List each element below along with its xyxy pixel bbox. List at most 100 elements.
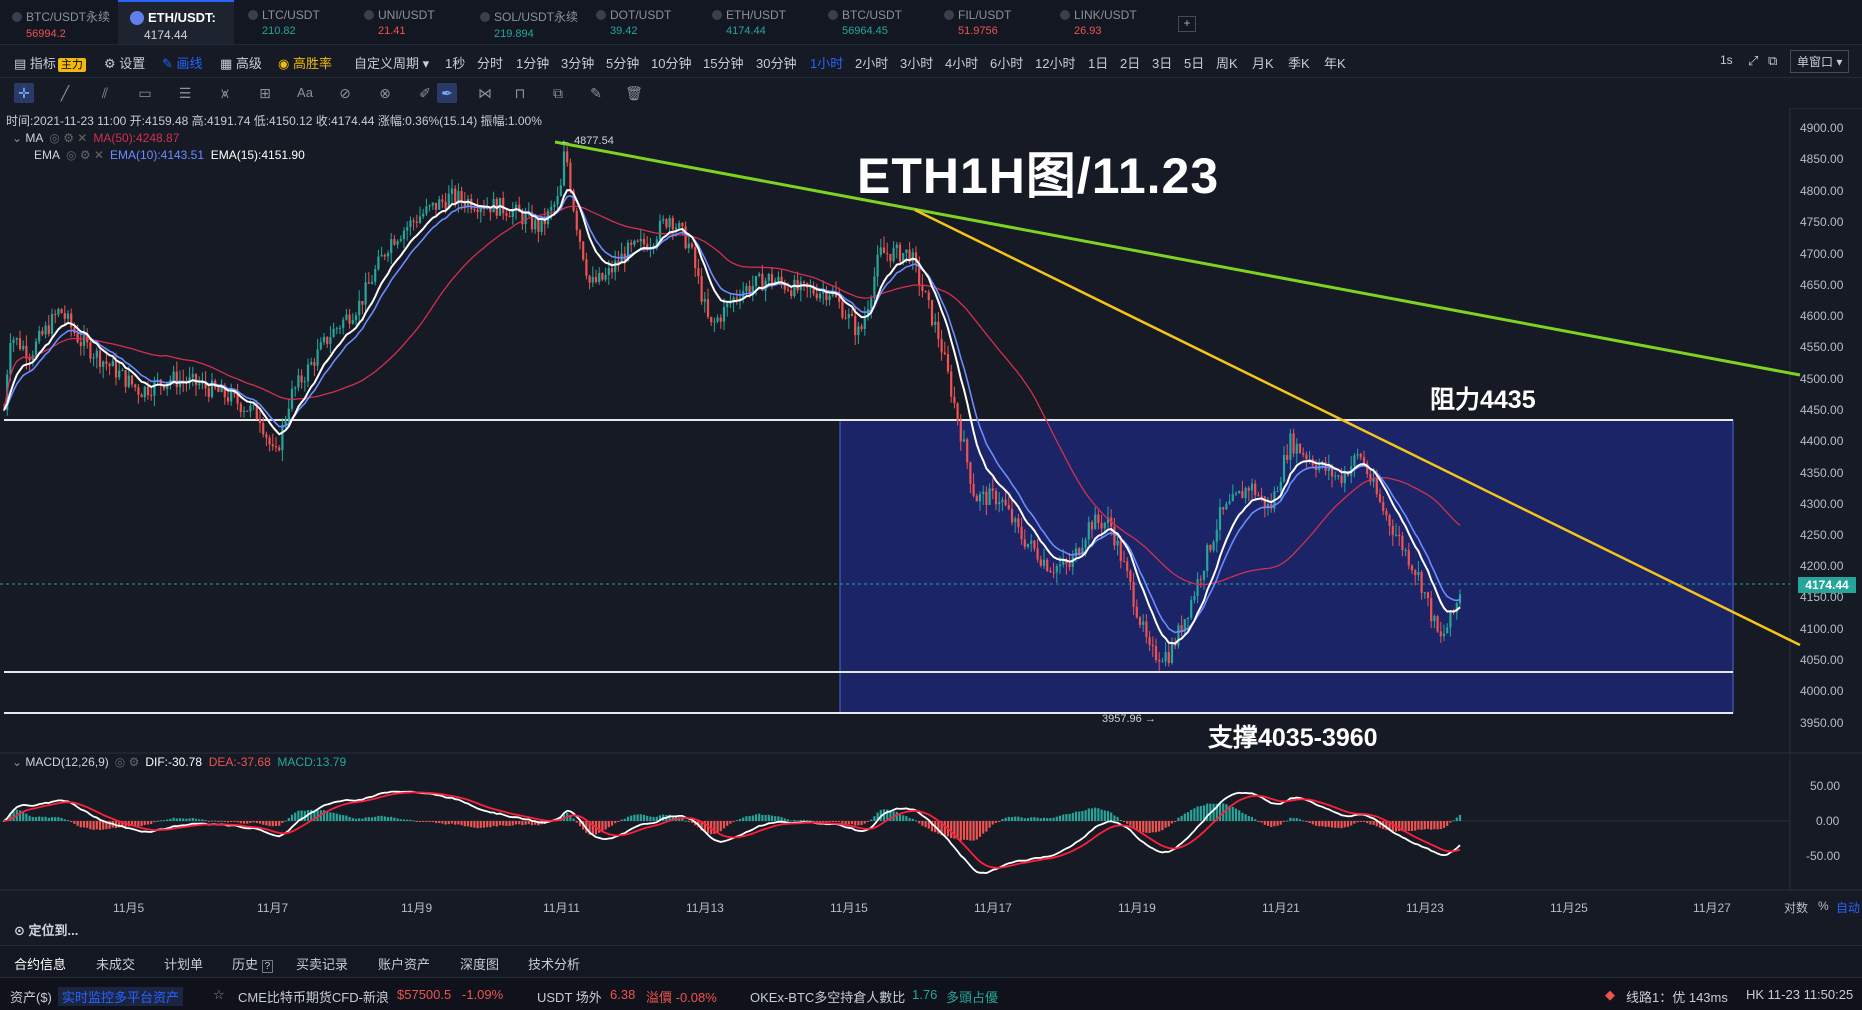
parallel-lines-icon[interactable]: ☰ <box>178 85 192 101</box>
tab-ltc[interactable]: LTC/USDT 210.82 <box>236 0 352 44</box>
period-5m[interactable]: 5分钟 <box>606 56 640 71</box>
period-1h[interactable]: 1小时 <box>810 56 844 71</box>
candle-body <box>188 377 191 384</box>
period-5d[interactable]: 5日 <box>1184 56 1205 71</box>
ray-icon[interactable]: ⫽ <box>101 85 109 101</box>
candle-body <box>687 243 690 249</box>
period-quarter[interactable]: 季K <box>1288 56 1310 71</box>
tab-plan-orders[interactable]: 计划单 <box>164 957 204 972</box>
tab-trade-records[interactable]: 买卖记录 <box>296 957 349 972</box>
period-month[interactable]: 月K <box>1252 56 1274 71</box>
period-15m[interactable]: 15分钟 <box>703 56 744 71</box>
winrate-button[interactable]: ◉ 高胜率 <box>278 56 332 71</box>
eye-icon[interactable]: ◎ ⚙ ✕ <box>66 148 104 162</box>
tab-history[interactable]: 历史 ? <box>232 954 274 973</box>
candle-body <box>489 206 492 213</box>
macd-bar <box>102 821 105 830</box>
price-chart[interactable] <box>0 0 1862 945</box>
magnet-icon[interactable]: ⊘ <box>339 85 351 101</box>
log-scale-toggle[interactable]: 对数 <box>1784 901 1809 915</box>
settings-button[interactable]: ⚙ 设置 <box>104 56 146 71</box>
custom-period-dropdown[interactable]: 自定义周期 ▾ <box>354 56 430 71</box>
period-1s[interactable]: 1秒 <box>445 56 466 71</box>
brush-icon[interactable]: ✐ <box>419 85 431 101</box>
macd-bar <box>754 814 758 821</box>
star-icon[interactable]: ☆ <box>213 987 225 1002</box>
period-1m[interactable]: 1分钟 <box>516 56 550 71</box>
tab-eth-usdt-active[interactable]: ETH/USDT: 4174.44 <box>118 0 234 44</box>
macd-bar <box>1439 821 1442 830</box>
tab-fil[interactable]: FIL/USDT 51.9756 <box>932 0 1048 44</box>
period-week[interactable]: 周K <box>1216 56 1238 71</box>
add-tab-button[interactable]: + <box>1178 16 1196 32</box>
draw-button[interactable]: ✎ 画线 <box>162 56 203 71</box>
tab-open-orders[interactable]: 未成交 <box>96 957 136 972</box>
refresh-rate[interactable]: 1s <box>1720 53 1733 67</box>
macd-bar <box>377 815 380 821</box>
period-12h[interactable]: 12小时 <box>1035 56 1076 71</box>
macd-bar <box>1311 821 1314 825</box>
trendline-icon[interactable]: ╱ <box>60 85 70 101</box>
locate-button[interactable]: ⊙ 定位到... <box>14 923 79 938</box>
tab-uni[interactable]: UNI/USDT 21.41 <box>352 0 468 44</box>
candle-body <box>92 357 95 359</box>
period-1d[interactable]: 1日 <box>1088 56 1109 71</box>
period-4h[interactable]: 4小时 <box>945 56 979 71</box>
trash-icon[interactable]: 🗑 <box>625 85 643 101</box>
tab-btc[interactable]: BTC/USDT 56964.45 <box>816 0 932 44</box>
macd-bar <box>316 810 319 821</box>
gear-icon[interactable]: ◎ ⚙ <box>114 755 140 769</box>
period-3d[interactable]: 3日 <box>1152 56 1173 71</box>
candle-body <box>1116 540 1119 546</box>
connection-status[interactable]: 线路1：优 143ms <box>1626 990 1728 1005</box>
eye-icon[interactable]: ◎ ⚙ ✕ <box>49 131 88 145</box>
window-mode-dropdown[interactable]: 单窗口 ▾ <box>1790 50 1850 73</box>
period-2h[interactable]: 2小时 <box>855 56 889 71</box>
candle-body <box>914 252 918 264</box>
auto-scale-toggle[interactable]: 自动 <box>1836 901 1861 915</box>
screenshot-icon[interactable]: ⧉ <box>1768 53 1778 68</box>
period-timeline[interactable]: 分时 <box>477 56 504 71</box>
support-resistance-zone[interactable] <box>839 419 1734 714</box>
unlock-icon[interactable]: ⊓ <box>514 85 526 101</box>
period-30m[interactable]: 30分钟 <box>756 56 797 71</box>
macd-bar <box>607 821 610 828</box>
macd-bar <box>636 814 639 821</box>
tab-technical-analysis[interactable]: 技术分析 <box>528 957 581 972</box>
rectangle-icon[interactable]: ▭ <box>138 85 152 101</box>
edit-icon[interactable]: ✎ <box>590 85 602 101</box>
period-3m[interactable]: 3分钟 <box>561 56 595 71</box>
period-6h[interactable]: 6小时 <box>990 56 1024 71</box>
period-3h[interactable]: 3小时 <box>900 56 934 71</box>
lock-drawing-icon[interactable]: ⊗ <box>379 85 391 101</box>
pattern-icon[interactable]: ⋈ <box>478 85 492 101</box>
period-year[interactable]: 年K <box>1324 56 1346 71</box>
green-trendline[interactable] <box>554 140 1801 377</box>
monitor-assets-link[interactable]: 实时监控多平台资产 <box>58 987 184 1006</box>
advanced-button[interactable]: ▦ 高级 <box>220 56 262 71</box>
target-icon: ◉ <box>278 56 290 71</box>
tab-sol-perp[interactable]: SOL/USDT永续 219.894 <box>468 0 584 44</box>
copy-icon[interactable]: ⧉ <box>553 85 563 101</box>
yellow-trendline[interactable] <box>914 208 1801 647</box>
macd-bar <box>1426 821 1430 829</box>
indicator-button[interactable]: ▤ 指标 主力 <box>14 53 86 72</box>
tab-dot[interactable]: DOT/USDT 39.42 <box>584 0 700 44</box>
period-10m[interactable]: 10分钟 <box>651 56 692 71</box>
text-tool-icon[interactable]: Aa <box>297 85 313 100</box>
percent-scale-toggle[interactable]: % <box>1818 899 1829 913</box>
macd-bar <box>476 821 479 829</box>
tab-depth-chart[interactable]: 深度图 <box>460 957 500 972</box>
tab-eth[interactable]: ETH/USDT 4174.44 <box>700 0 816 44</box>
tab-btc-perp[interactable]: BTC/USDT永续 56994.2 <box>0 0 116 44</box>
fullscreen-icon[interactable]: ⤢ <box>1748 53 1759 68</box>
period-2d[interactable]: 2日 <box>1120 56 1141 71</box>
fibonacci-icon[interactable]: ⩙ <box>221 85 229 101</box>
x-tick: 11月15 <box>830 901 868 915</box>
tab-account-assets[interactable]: 账户资产 <box>378 957 431 972</box>
crosshair-icon[interactable]: ✛ <box>14 83 34 103</box>
measure-icon[interactable]: ⊞ <box>259 85 271 101</box>
macd-bar <box>1026 818 1030 821</box>
tab-link[interactable]: LINK/USDT 26.93 <box>1048 0 1164 44</box>
pen-icon[interactable]: ✒ <box>437 83 457 103</box>
